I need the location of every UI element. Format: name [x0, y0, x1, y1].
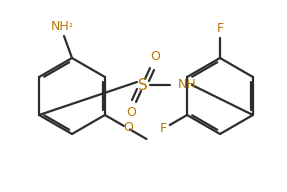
Text: F: F: [216, 22, 224, 36]
Text: NH: NH: [51, 21, 69, 33]
Text: O: O: [126, 107, 136, 119]
Text: ₂: ₂: [69, 19, 73, 29]
Text: NH: NH: [178, 79, 197, 92]
Text: F: F: [160, 122, 167, 135]
Text: O: O: [150, 50, 160, 64]
Text: S: S: [138, 78, 148, 93]
Text: O: O: [123, 121, 133, 134]
